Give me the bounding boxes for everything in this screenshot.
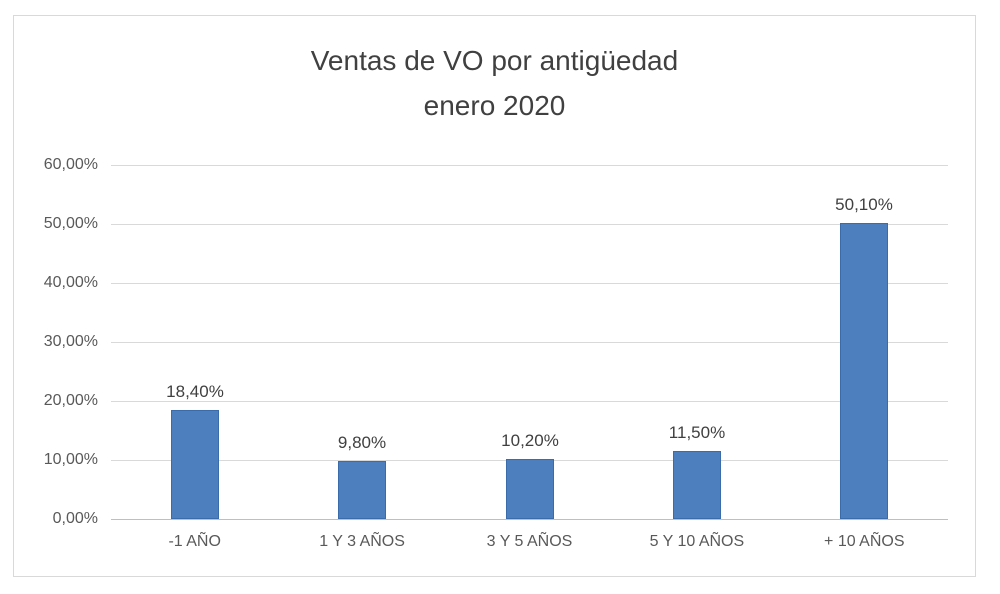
bar-3 Y 5 AÑOS [506,459,554,519]
y-axis-tick-labels: 0,00% 10,00% 20,00% 30,00% 40,00% 50,00% 60,00… [14,16,98,576]
gridline-40 [111,283,948,284]
y-tick-label: 20,00% [43,392,98,409]
bar-value-label: 9,80% [337,433,387,452]
y-tick-label: 60,00% [43,156,98,173]
bar--1 AÑO [171,410,219,519]
gridline-30 [111,342,948,343]
gridline-20 [111,401,948,402]
gridline-60 [111,165,948,166]
bar-value-label: 18,40% [166,382,224,401]
bar-1 Y 3 AÑOS [338,461,386,519]
gridline-50 [111,224,948,225]
plot-area: 18,40% 9,80% 10,20% 11,50% 50,10% [111,165,948,520]
bar-5 Y 10 AÑOS [673,451,721,519]
y-tick-label: 30,00% [43,333,98,350]
chart-title-line-1: Ventas de VO por antigüedad [310,45,679,76]
chart-title: Ventas de VO por antigüedad enero 2020 [14,38,975,128]
y-tick-label: 10,00% [43,451,98,468]
chart-title-line-2: enero 2020 [423,90,566,121]
y-tick-label: 0,00% [52,510,98,527]
bar-+ 10 AÑOS [840,223,888,519]
y-tick-label: 40,00% [43,274,98,291]
x-category-label: 5 Y 10 AÑOS [649,533,745,550]
chart-frame: Ventas de VO por antigüedad enero 2020 0… [13,15,976,577]
x-category-label: -1 AÑO [168,533,221,550]
bar-value-label: 11,50% [668,423,726,442]
x-axis-line [111,519,948,520]
bar-value-label: 50,10% [835,195,893,214]
bar-value-label: 10,20% [501,431,559,450]
x-category-label: 1 Y 3 AÑOS [319,533,405,550]
x-category-label: 3 Y 5 AÑOS [486,533,573,550]
x-category-label: + 10 AÑOS [824,533,905,550]
y-tick-label: 50,00% [43,215,98,232]
